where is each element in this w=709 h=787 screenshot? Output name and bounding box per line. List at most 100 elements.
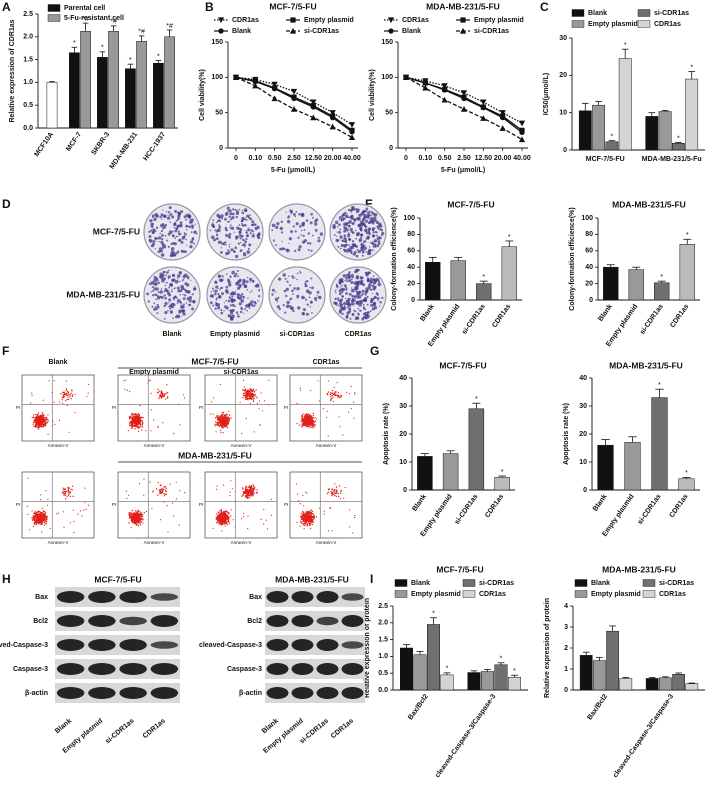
colony	[355, 281, 359, 285]
y-tick-label: 100	[211, 74, 223, 81]
event	[41, 425, 43, 428]
legend-swatch	[637, 20, 651, 28]
colony	[344, 297, 347, 300]
event	[47, 418, 49, 420]
event	[32, 518, 35, 520]
y-tick-label: 4	[564, 603, 568, 610]
event	[223, 418, 225, 420]
bar	[440, 674, 454, 691]
column-label: si-CDR1as	[223, 369, 258, 376]
y-tick-label: 20	[407, 280, 415, 287]
colony	[196, 233, 198, 235]
colony	[224, 213, 227, 216]
colony	[364, 298, 368, 301]
event	[270, 514, 272, 517]
colony	[341, 288, 345, 292]
y-tick-label: 2.5	[23, 11, 33, 18]
event	[215, 517, 218, 519]
colony	[360, 246, 364, 250]
event	[248, 391, 250, 393]
event	[42, 424, 44, 426]
event	[40, 494, 42, 496]
event	[296, 422, 298, 425]
colony	[225, 228, 228, 232]
event	[86, 395, 88, 397]
event	[227, 520, 230, 522]
event	[302, 524, 304, 526]
colony	[170, 247, 175, 251]
colony	[229, 226, 232, 229]
colony	[300, 212, 305, 217]
significance-mark: *	[73, 40, 76, 47]
event	[163, 501, 165, 503]
event	[314, 424, 316, 426]
event	[150, 430, 152, 432]
event	[245, 488, 247, 490]
colony	[189, 245, 193, 249]
event	[239, 401, 241, 403]
event	[224, 520, 226, 522]
bar	[672, 674, 685, 691]
significance-mark: *	[501, 469, 504, 476]
colony	[243, 208, 248, 212]
colony	[335, 235, 337, 237]
colony	[215, 302, 218, 305]
event	[66, 398, 68, 401]
event	[175, 481, 177, 483]
colony	[209, 295, 212, 298]
colony	[356, 217, 359, 220]
chart-title: MCF-7/5-FU	[447, 199, 494, 209]
event	[226, 523, 229, 526]
point	[480, 115, 487, 121]
colony	[353, 309, 356, 312]
colony	[231, 303, 235, 307]
y-tick-label: 80	[585, 231, 593, 238]
column-label: CDR1as	[345, 331, 372, 338]
y-tick-label: 10	[579, 459, 587, 466]
colony	[182, 274, 186, 279]
colony	[337, 297, 340, 300]
event	[225, 417, 227, 420]
event	[223, 423, 225, 425]
event	[225, 518, 227, 521]
event	[157, 388, 159, 391]
event	[66, 394, 68, 397]
event	[43, 425, 45, 428]
significance-mark: *	[101, 45, 104, 52]
colony	[349, 250, 353, 253]
colony	[173, 298, 175, 301]
event	[250, 485, 253, 487]
colony	[238, 208, 241, 211]
colony	[152, 222, 155, 225]
event	[133, 518, 135, 520]
event	[310, 426, 312, 429]
colony	[348, 271, 351, 274]
colony	[186, 244, 188, 246]
significance-mark: *	[685, 470, 688, 477]
colony	[245, 237, 248, 241]
event	[68, 394, 70, 396]
event	[135, 413, 137, 415]
event	[135, 521, 138, 523]
colony	[184, 232, 187, 236]
colony	[176, 302, 179, 304]
colony	[182, 297, 186, 300]
colony	[366, 213, 369, 216]
event	[138, 419, 141, 421]
event	[246, 389, 249, 391]
colony	[237, 297, 240, 300]
event	[330, 398, 332, 401]
event	[135, 423, 138, 425]
colony	[376, 234, 378, 237]
colony	[154, 248, 157, 250]
colony	[235, 235, 238, 238]
event	[245, 392, 247, 395]
y-axis-label: Relative expression of CDR1as	[9, 19, 16, 122]
event	[339, 426, 341, 428]
bar	[578, 110, 592, 151]
event	[307, 415, 309, 418]
significance-mark: *	[500, 656, 503, 663]
colony	[148, 235, 152, 238]
colony	[229, 275, 232, 278]
event	[139, 524, 141, 526]
